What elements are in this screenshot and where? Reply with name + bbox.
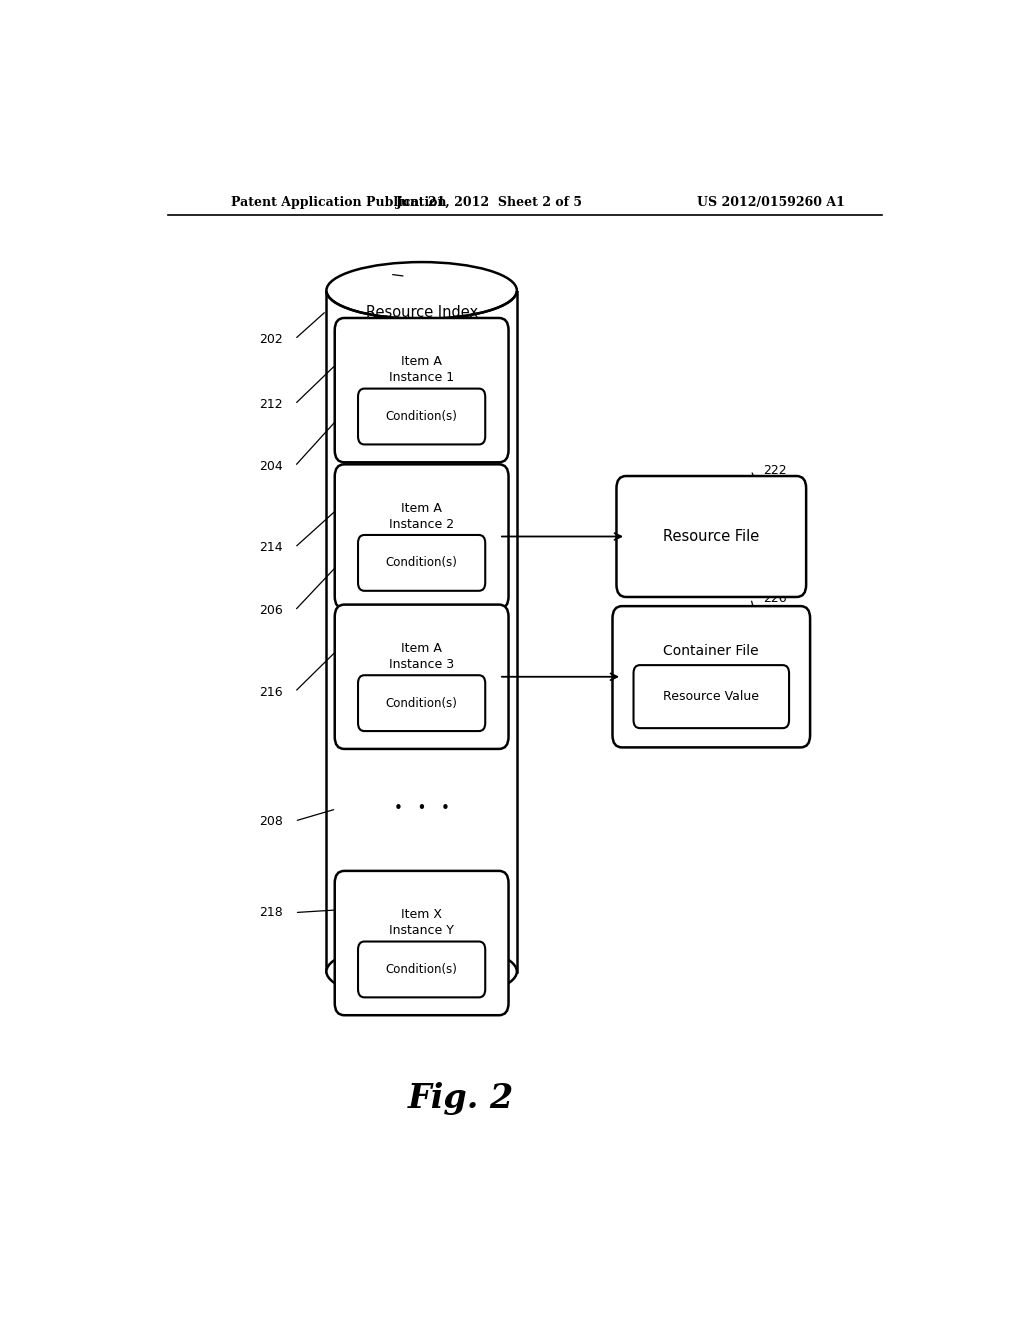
- Text: Item A
Instance 1: Item A Instance 1: [389, 355, 455, 384]
- Text: 216: 216: [259, 685, 283, 698]
- Bar: [327, 290, 517, 972]
- Text: US 2012/0159260 A1: US 2012/0159260 A1: [697, 195, 845, 209]
- Text: Condition(s): Condition(s): [386, 964, 458, 975]
- Text: Condition(s): Condition(s): [386, 697, 458, 710]
- Text: Item A
Instance 2: Item A Instance 2: [389, 502, 455, 531]
- FancyBboxPatch shape: [335, 871, 509, 1015]
- Text: Fig. 2: Fig. 2: [409, 1082, 514, 1115]
- Text: 218: 218: [259, 906, 283, 919]
- Text: 202: 202: [259, 333, 283, 346]
- FancyBboxPatch shape: [634, 665, 790, 729]
- Ellipse shape: [327, 942, 517, 1001]
- FancyBboxPatch shape: [335, 318, 509, 462]
- Text: 224: 224: [763, 713, 786, 726]
- FancyBboxPatch shape: [358, 676, 485, 731]
- Bar: [323, 257, 521, 290]
- Text: 200: 200: [354, 268, 378, 281]
- Ellipse shape: [327, 263, 517, 319]
- FancyBboxPatch shape: [358, 388, 485, 445]
- Text: Condition(s): Condition(s): [386, 411, 458, 422]
- FancyBboxPatch shape: [335, 605, 509, 748]
- Text: Condition(s): Condition(s): [386, 557, 458, 569]
- Text: Item A
Instance 3: Item A Instance 3: [389, 642, 455, 671]
- Text: Resource Index: Resource Index: [366, 305, 477, 321]
- Text: 214: 214: [259, 541, 283, 554]
- Text: 206: 206: [259, 605, 283, 618]
- Text: •   •   •: • • •: [393, 801, 450, 816]
- FancyBboxPatch shape: [616, 477, 806, 597]
- FancyBboxPatch shape: [335, 465, 509, 609]
- FancyBboxPatch shape: [358, 535, 485, 591]
- Text: 204: 204: [259, 459, 283, 473]
- Text: Item X
Instance Y: Item X Instance Y: [389, 908, 454, 937]
- Text: Container File: Container File: [664, 644, 759, 659]
- Text: 226: 226: [763, 591, 786, 605]
- Text: Resource Value: Resource Value: [664, 690, 760, 704]
- Text: Resource File: Resource File: [664, 529, 760, 544]
- FancyBboxPatch shape: [358, 941, 485, 998]
- Text: 222: 222: [763, 463, 786, 477]
- Text: 208: 208: [259, 814, 283, 828]
- Text: 212: 212: [259, 397, 283, 411]
- Text: Patent Application Publication: Patent Application Publication: [231, 195, 446, 209]
- Text: Jun. 21, 2012  Sheet 2 of 5: Jun. 21, 2012 Sheet 2 of 5: [395, 195, 583, 209]
- FancyBboxPatch shape: [612, 606, 810, 747]
